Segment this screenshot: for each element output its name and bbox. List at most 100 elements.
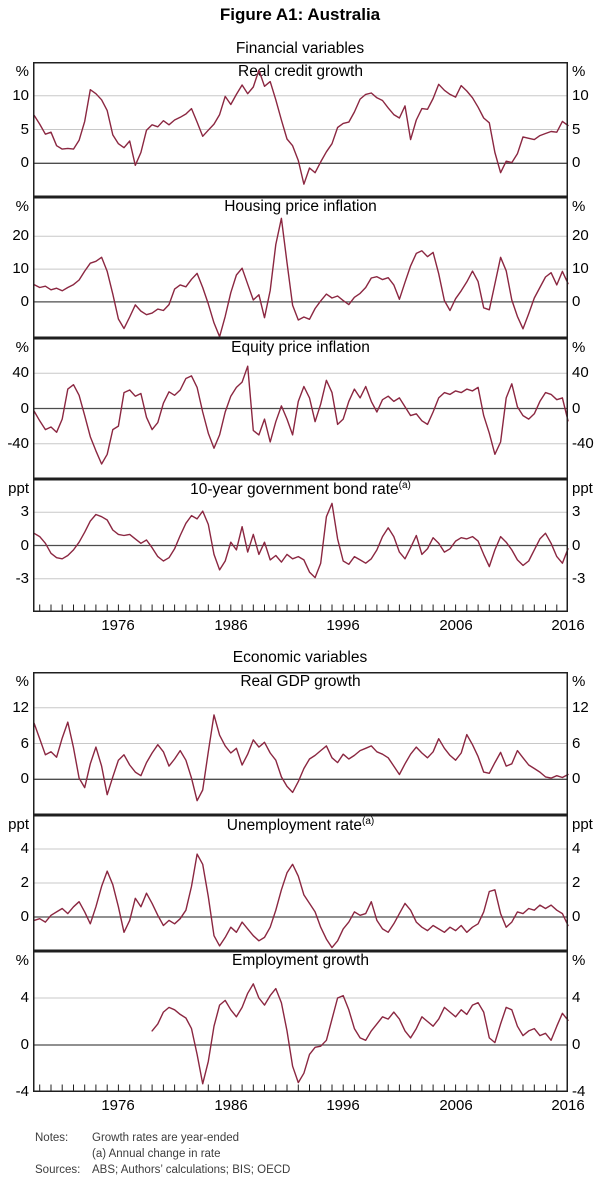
panel-title-housing-price-inflation: Housing price inflation: [33, 198, 568, 216]
unit-label-left-housing-price-inflation: %: [15, 198, 29, 215]
series-line-unemployment-rate: [33, 853, 569, 949]
y-tick-label-left-unemployment-rate-2: 2: [20, 874, 29, 891]
y-tick-label-right-10-year-government-bond-rate-0: 0: [572, 537, 581, 554]
panel-title-text: Unemployment rate: [226, 817, 363, 835]
unit-label-left-equity-price-inflation: %: [15, 339, 29, 356]
y-tick-label-right-10-year-government-bond-rate-3: 3: [572, 503, 581, 520]
y-tick-label-right-unemployment-rate-0: 0: [572, 908, 581, 925]
panel-title-text: Housing price inflation: [224, 198, 377, 215]
y-tick-label-right-real-gdp-growth-6: 6: [572, 735, 581, 752]
plot-area-financial-variables: [33, 62, 569, 612]
unit-label-right-real-gdp-growth: %: [572, 673, 586, 690]
plot-area-economic-variables: [33, 672, 569, 1092]
y-tick-label-left-real-gdp-growth-6: 6: [20, 735, 29, 752]
y-tick-label-right-real-credit-growth-5: 5: [572, 121, 581, 138]
x-tick-label-1976: 1976: [101, 617, 135, 634]
panel-border-10-year-government-bond-rate: [33, 479, 568, 612]
series-line-real-gdp-growth: [33, 714, 569, 802]
y-tick-label-right-housing-price-inflation-0: 0: [572, 293, 581, 310]
notes-block: Notes: Growth rates are year-ended (a) A…: [35, 1130, 290, 1178]
notes-row-1: Notes: Growth rates are year-ended: [35, 1130, 290, 1146]
unit-label-right-unemployment-rate: ppt: [572, 816, 593, 833]
notes-row-2: (a) Annual change in rate: [35, 1146, 290, 1162]
y-tick-label-left-employment-growth-0: 0: [20, 1036, 29, 1053]
y-tick-label-left-real-gdp-growth-0: 0: [20, 770, 29, 787]
y-tick-label-left-housing-price-inflation-0: 0: [20, 293, 29, 310]
series-line-real-credit-growth: [33, 69, 569, 185]
x-tick-label-1986: 1986: [214, 617, 248, 634]
y-tick-label-left-unemployment-rate-4: 4: [20, 840, 29, 857]
y-tick-label-left-10-year-government-bond-rate--3: -3: [15, 570, 29, 587]
sources-row: Sources: ABS; Authors’ calculations; BIS…: [35, 1162, 290, 1178]
x-tick-label-2016: 2016: [551, 1097, 585, 1114]
x-tick-label-2006: 2006: [439, 1097, 473, 1114]
panel-title-text: Real GDP growth: [240, 673, 361, 690]
y-tick-label-right-housing-price-inflation-10: 10: [572, 260, 589, 277]
y-tick-label-right-real-credit-growth-10: 10: [572, 87, 589, 104]
group-title-financial-variables: Financial variables: [235, 40, 365, 57]
y-tick-label-left-employment-growth--4: -4: [15, 1083, 29, 1100]
unit-label-left-real-credit-growth: %: [15, 63, 29, 80]
panel-title-real-credit-growth: Real credit growth: [33, 63, 568, 81]
series-line-equity-price-inflation: [33, 365, 569, 465]
x-tick-label-1976: 1976: [101, 1097, 135, 1114]
unit-label-left-employment-growth: %: [15, 952, 29, 969]
series-line-housing-price-inflation: [33, 217, 569, 338]
note-line-1: Growth rates are year-ended: [92, 1132, 240, 1144]
y-tick-label-left-unemployment-rate-0: 0: [20, 908, 29, 925]
figure-title: Figure A1: Australia: [219, 5, 381, 24]
y-tick-label-right-equity-price-inflation-40: 40: [572, 364, 589, 381]
y-tick-label-right-employment-growth-4: 4: [572, 989, 581, 1006]
unit-label-right-10-year-government-bond-rate: ppt: [572, 480, 593, 497]
series-line-10-year-government-bond-rate: [33, 502, 569, 579]
panel-title-text: 10-year government bond rate: [190, 481, 399, 499]
unit-label-right-equity-price-inflation: %: [572, 339, 586, 356]
unit-label-left-10-year-government-bond-rate: ppt: [8, 480, 29, 497]
y-tick-label-left-real-gdp-growth-12: 12: [12, 699, 29, 716]
panel-border-real-gdp-growth: [33, 672, 568, 815]
y-tick-label-left-equity-price-inflation-40: 40: [12, 364, 29, 381]
group-title-economic-variables: Economic variables: [232, 649, 368, 666]
panel-title-equity-price-inflation: Equity price inflation: [33, 339, 568, 357]
unit-label-left-real-gdp-growth: %: [15, 673, 29, 690]
y-tick-label-right-equity-price-inflation--40: -40: [572, 435, 594, 452]
panel-border-real-credit-growth: [33, 62, 568, 197]
y-tick-label-right-unemployment-rate-4: 4: [572, 840, 581, 857]
y-tick-label-left-10-year-government-bond-rate-0: 0: [20, 537, 29, 554]
panel-border-housing-price-inflation: [33, 197, 568, 338]
y-tick-label-left-housing-price-inflation-20: 20: [12, 227, 29, 244]
y-tick-label-right-real-gdp-growth-0: 0: [572, 770, 581, 787]
note-line-2: (a) Annual change in rate: [92, 1148, 221, 1160]
notes-label: Notes:: [35, 1132, 69, 1144]
y-tick-label-left-housing-price-inflation-10: 10: [12, 260, 29, 277]
y-tick-label-right-real-gdp-growth-12: 12: [572, 699, 589, 716]
panel-title-text: Employment growth: [232, 952, 369, 969]
x-tick-label-1996: 1996: [326, 1097, 360, 1114]
x-tick-label-1996: 1996: [326, 617, 360, 634]
y-tick-label-right-equity-price-inflation-0: 0: [572, 400, 581, 417]
panel-border-employment-growth: [33, 951, 568, 1092]
unit-label-right-employment-growth: %: [572, 952, 586, 969]
panel-border-equity-price-inflation: [33, 338, 568, 479]
unit-label-right-housing-price-inflation: %: [572, 198, 586, 215]
panel-title-10-year-government-bond-rate: 10-year government bond rate(a): [33, 480, 568, 499]
panel-title-text: Real credit growth: [238, 63, 363, 80]
x-tick-label-2006: 2006: [439, 617, 473, 634]
y-tick-label-right-employment-growth--4: -4: [572, 1083, 586, 1100]
y-tick-label-right-unemployment-rate-2: 2: [572, 874, 581, 891]
y-tick-label-left-10-year-government-bond-rate-3: 3: [20, 503, 29, 520]
series-line-employment-growth: [151, 983, 569, 1085]
notes-label-spacer: [35, 1146, 92, 1162]
x-tick-label-1986: 1986: [214, 1097, 248, 1114]
y-tick-label-left-real-credit-growth-5: 5: [20, 121, 29, 138]
panel-title-superscript: (a): [398, 480, 411, 491]
y-tick-label-left-real-credit-growth-10: 10: [12, 87, 29, 104]
unit-label-left-unemployment-rate: ppt: [8, 816, 29, 833]
y-tick-label-right-real-credit-growth-0: 0: [572, 154, 581, 171]
y-tick-label-right-housing-price-inflation-20: 20: [572, 227, 589, 244]
sources-label: Sources:: [35, 1164, 81, 1176]
y-tick-label-left-employment-growth-4: 4: [20, 989, 29, 1006]
x-tick-label-2016: 2016: [551, 617, 585, 634]
panel-title-real-gdp-growth: Real GDP growth: [33, 673, 568, 691]
